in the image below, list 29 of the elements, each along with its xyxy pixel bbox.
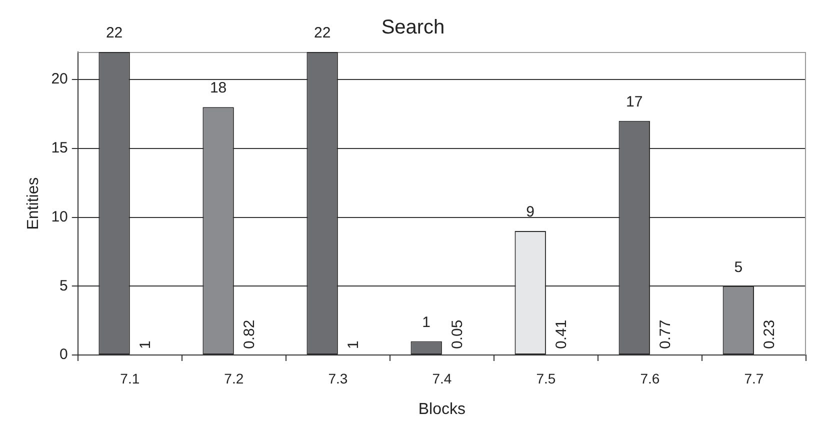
annotation: 0.82 xyxy=(241,320,258,349)
y-tick-label: 20 xyxy=(51,70,68,88)
annotation: 0.77 xyxy=(657,320,674,349)
x-tick-label: 7.2 xyxy=(224,370,244,386)
x-tick-label: 7.5 xyxy=(536,370,556,386)
x-tick-label: 7.7 xyxy=(744,370,764,386)
annotation: 0.23 xyxy=(761,320,778,349)
data-label: 1 xyxy=(422,314,431,331)
chart-title: Search xyxy=(381,16,445,39)
data-label: 22 xyxy=(106,24,123,42)
y-tick-label: 0 xyxy=(60,346,68,364)
data-label: 18 xyxy=(210,80,227,97)
annotation: 1 xyxy=(345,340,362,349)
x-tick-label: 7.1 xyxy=(120,370,140,386)
annotation: 0.05 xyxy=(449,320,466,349)
annotation: 0.41 xyxy=(553,320,570,349)
data-label: 22 xyxy=(314,24,331,42)
y-tick-label: 15 xyxy=(51,140,68,157)
data-label: 9 xyxy=(526,204,535,221)
y-tick-label: 5 xyxy=(60,277,68,294)
y-axis-title: Entities xyxy=(25,177,42,230)
data-label: 5 xyxy=(734,258,743,276)
x-tick-label: 7.3 xyxy=(328,370,348,386)
x-tick-label: 7.6 xyxy=(640,370,660,386)
x-tick-label: 7.4 xyxy=(432,370,452,386)
annotation: 1 xyxy=(137,340,154,349)
data-label: 17 xyxy=(626,94,643,111)
y-tick-label: 10 xyxy=(51,208,68,226)
x-axis-title: Blocks xyxy=(418,400,466,418)
